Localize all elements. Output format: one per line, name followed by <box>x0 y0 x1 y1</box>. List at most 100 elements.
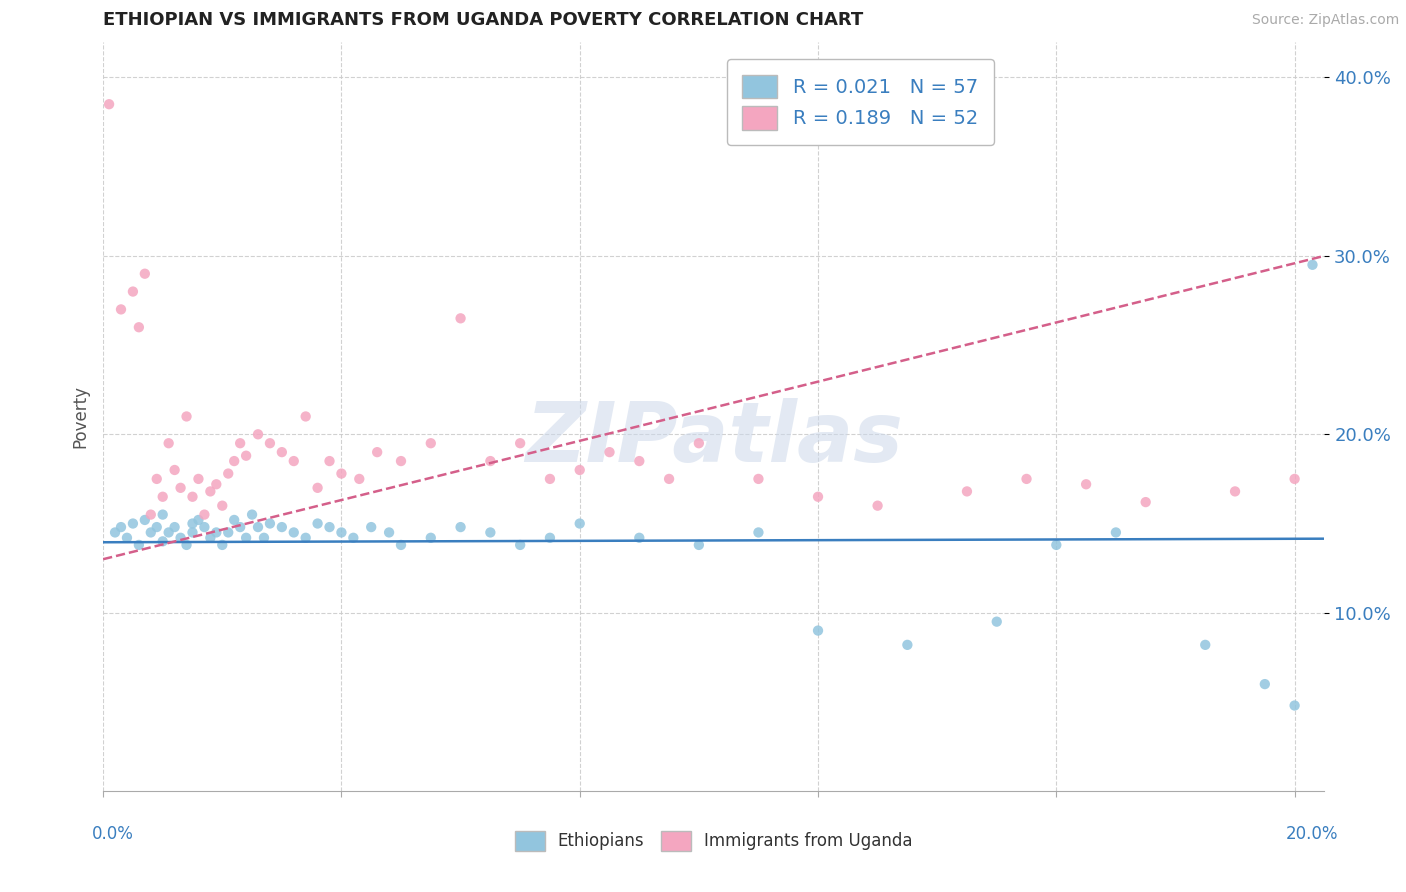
Point <box>307 516 329 531</box>
Point <box>318 520 340 534</box>
Point <box>193 508 215 522</box>
Point <box>1301 258 1323 272</box>
Point <box>1045 538 1067 552</box>
Point <box>134 267 156 281</box>
Point <box>187 472 209 486</box>
Point <box>688 538 710 552</box>
Point <box>1284 472 1306 486</box>
Text: ETHIOPIAN VS IMMIGRANTS FROM UGANDA POVERTY CORRELATION CHART: ETHIOPIAN VS IMMIGRANTS FROM UGANDA POVE… <box>103 11 863 29</box>
Point <box>157 525 180 540</box>
Point <box>294 531 316 545</box>
Point <box>163 463 186 477</box>
Point <box>134 513 156 527</box>
Point <box>181 525 204 540</box>
Point <box>152 508 174 522</box>
Point <box>389 538 412 552</box>
Point <box>599 445 621 459</box>
Point <box>294 409 316 424</box>
Legend: Ethiopians, Immigrants from Uganda: Ethiopians, Immigrants from Uganda <box>508 824 920 858</box>
Point <box>200 531 222 545</box>
Point <box>389 454 412 468</box>
Point <box>152 490 174 504</box>
Point <box>509 436 531 450</box>
Point <box>169 531 191 545</box>
Point <box>205 525 228 540</box>
Point <box>229 436 252 450</box>
Point <box>115 531 138 545</box>
Point <box>139 508 162 522</box>
Point <box>956 484 979 499</box>
Point <box>378 525 401 540</box>
Point <box>330 467 353 481</box>
Point <box>986 615 1008 629</box>
Point <box>342 531 364 545</box>
Point <box>181 516 204 531</box>
Point <box>247 520 270 534</box>
Point <box>450 311 472 326</box>
Point <box>145 472 167 486</box>
Point <box>479 525 502 540</box>
Point <box>217 467 239 481</box>
Point <box>224 454 246 468</box>
Point <box>157 436 180 450</box>
Text: 20.0%: 20.0% <box>1286 825 1339 843</box>
Point <box>330 525 353 540</box>
Point <box>1074 477 1097 491</box>
Point <box>479 454 502 468</box>
Point <box>193 520 215 534</box>
Point <box>1015 472 1038 486</box>
Point <box>807 490 830 504</box>
Point <box>360 520 382 534</box>
Point <box>176 538 198 552</box>
Point <box>259 516 281 531</box>
Point <box>1284 698 1306 713</box>
Point <box>229 520 252 534</box>
Point <box>283 525 305 540</box>
Point <box>628 531 651 545</box>
Point <box>224 513 246 527</box>
Point <box>1105 525 1128 540</box>
Point <box>568 463 591 477</box>
Point <box>235 449 257 463</box>
Point <box>1135 495 1157 509</box>
Point <box>270 445 292 459</box>
Point <box>247 427 270 442</box>
Point <box>349 472 371 486</box>
Point <box>205 477 228 491</box>
Point <box>1223 484 1246 499</box>
Point <box>747 472 769 486</box>
Point <box>122 285 145 299</box>
Point <box>538 531 561 545</box>
Point <box>283 454 305 468</box>
Point <box>366 445 388 459</box>
Point <box>419 531 441 545</box>
Text: Source: ZipAtlas.com: Source: ZipAtlas.com <box>1251 13 1399 28</box>
Text: 0.0%: 0.0% <box>91 825 134 843</box>
Point <box>240 508 263 522</box>
Point <box>658 472 681 486</box>
Point <box>896 638 918 652</box>
Point <box>163 520 186 534</box>
Point <box>200 484 222 499</box>
Point <box>866 499 889 513</box>
Point <box>187 513 209 527</box>
Point <box>176 409 198 424</box>
Point <box>217 525 239 540</box>
Point <box>270 520 292 534</box>
Point <box>139 525 162 540</box>
Point <box>747 525 769 540</box>
Point <box>211 499 233 513</box>
Point <box>181 490 204 504</box>
Point <box>104 525 127 540</box>
Point <box>538 472 561 486</box>
Y-axis label: Poverty: Poverty <box>72 385 89 448</box>
Point <box>450 520 472 534</box>
Point <box>110 520 132 534</box>
Point <box>235 531 257 545</box>
Point <box>211 538 233 552</box>
Point <box>122 516 145 531</box>
Point <box>128 320 150 334</box>
Point <box>98 97 121 112</box>
Point <box>259 436 281 450</box>
Text: ZIPatlas: ZIPatlas <box>524 399 903 479</box>
